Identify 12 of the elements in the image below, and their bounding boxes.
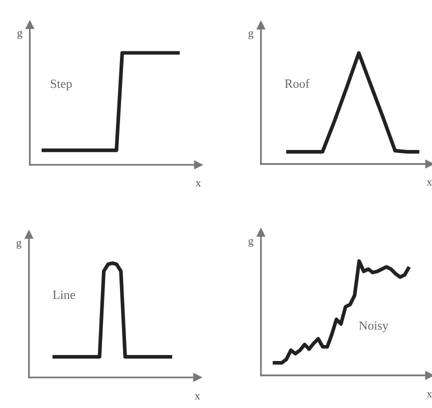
annotation: Step — [50, 80, 72, 91]
x-axis-title: x — [426, 180, 432, 186]
annotation: Line — [52, 290, 76, 299]
y-axis-title: g — [248, 238, 254, 247]
y-axis-title: g — [16, 240, 22, 249]
x-axis-title: x — [196, 181, 201, 187]
x-axis-title: x — [426, 392, 432, 398]
x-axis-title: x — [194, 394, 200, 400]
annotation: Roof — [284, 78, 310, 88]
y-axis-title: g — [17, 30, 22, 39]
annotation: Noisy — [359, 321, 388, 332]
y-axis-title: g — [248, 31, 254, 40]
